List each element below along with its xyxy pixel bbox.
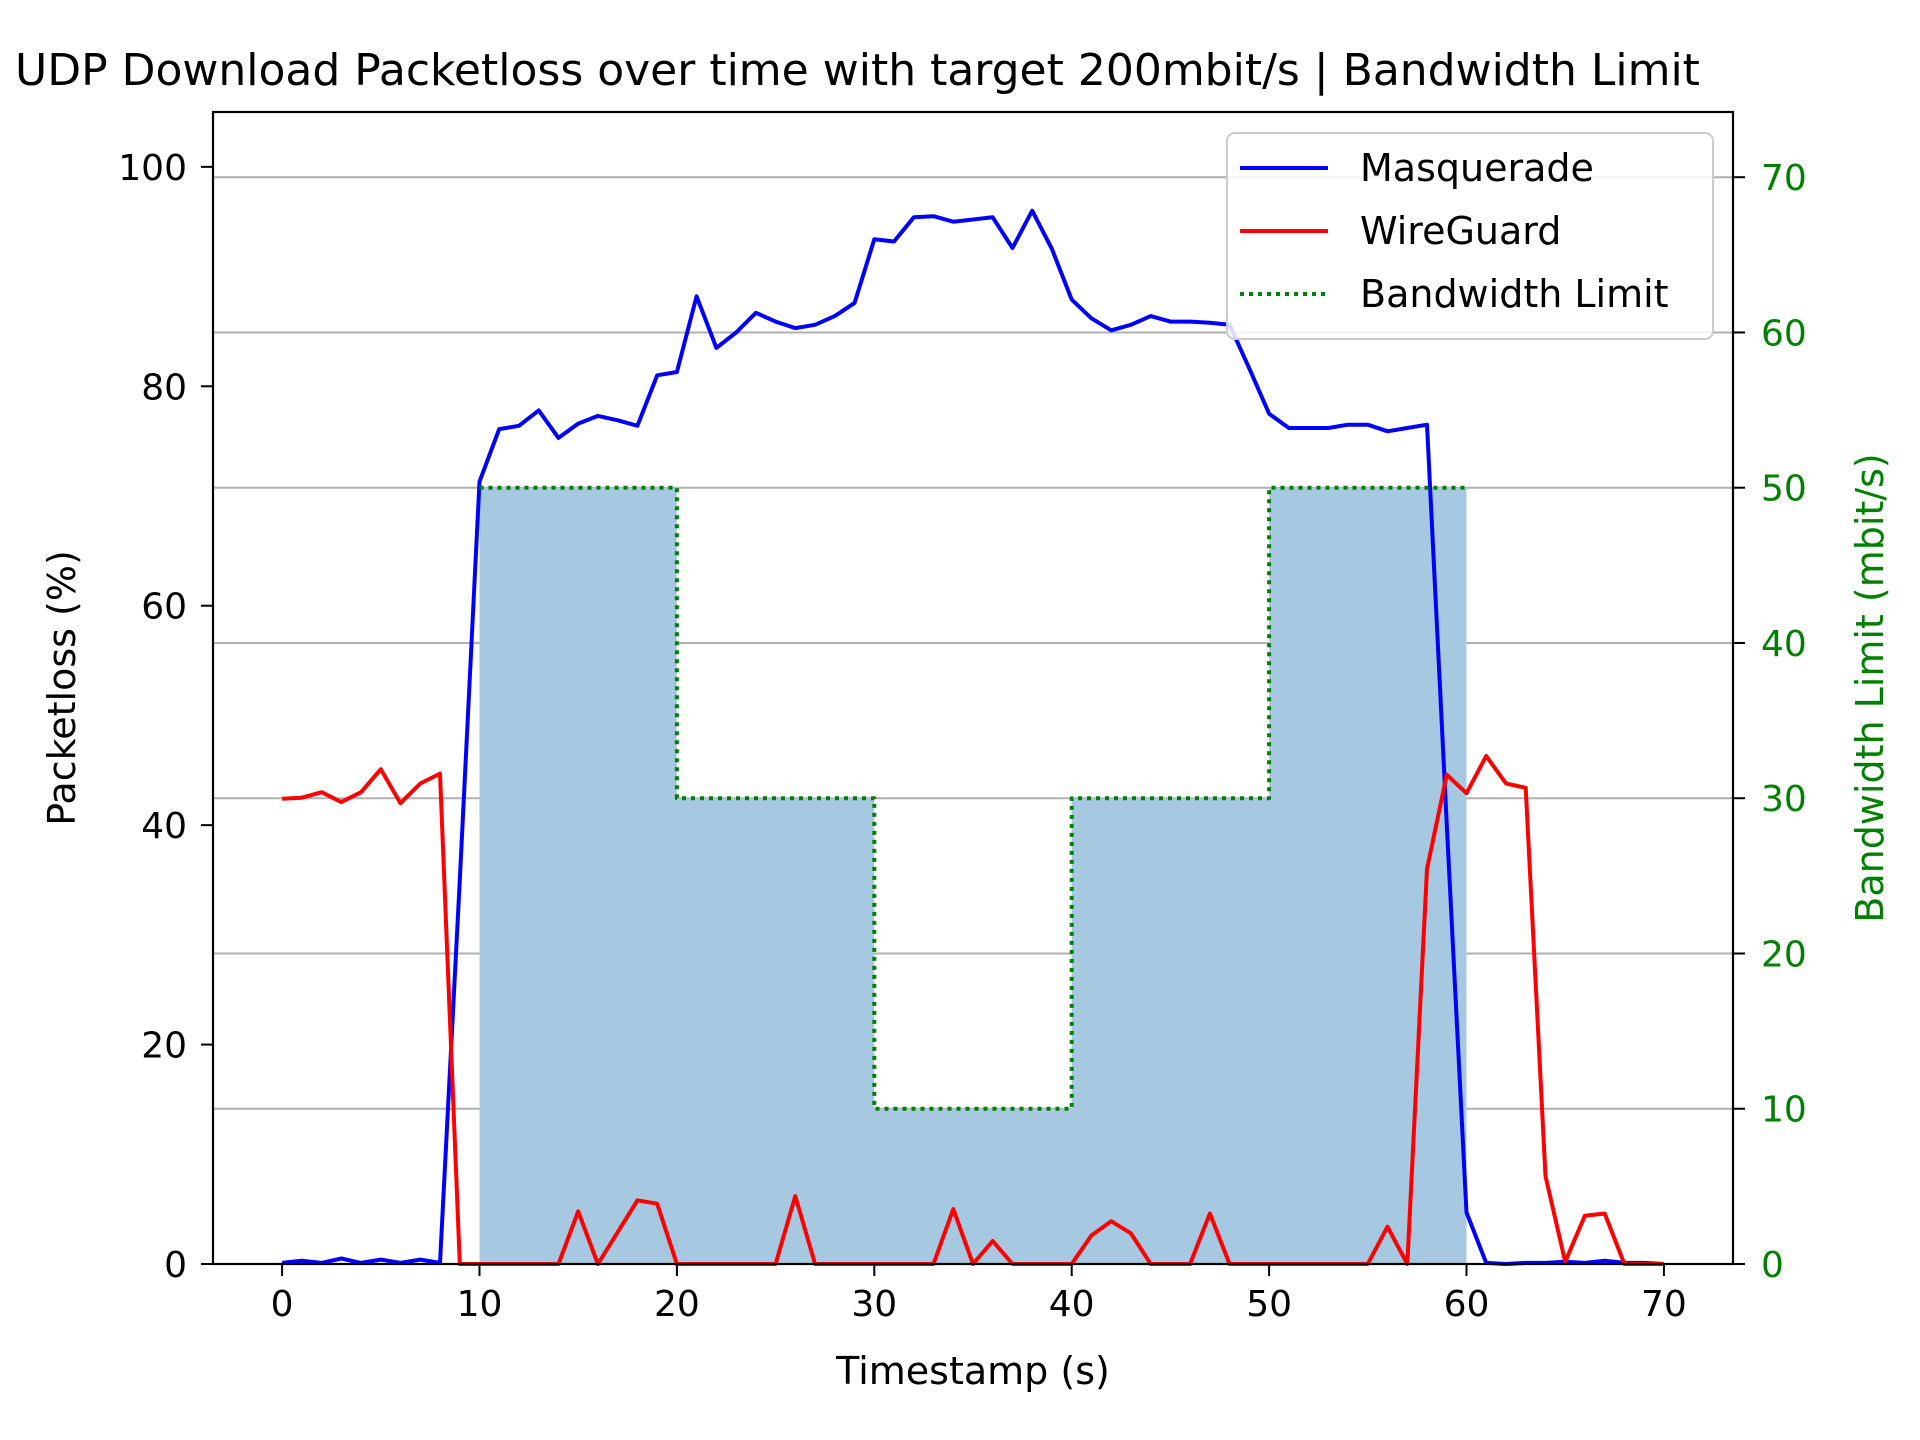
series-line-bandwidth-limit xyxy=(479,485,1467,1111)
y2-tick-label: 0 xyxy=(1761,1245,1784,1286)
y-tick-label: 60 xyxy=(141,587,187,628)
x-tick-label: 10 xyxy=(457,1284,503,1325)
x-axis-label: Timestamp (s) xyxy=(835,1349,1110,1393)
chart-title: UDP Download Packetloss over time with t… xyxy=(15,45,1700,96)
y-tick-label: 80 xyxy=(141,367,187,408)
legend-label-masquerade: Masquerade xyxy=(1360,146,1594,190)
y-axis-right: 0 10 20 30 40 50 60 70 xyxy=(1733,158,1807,1286)
x-tick-label: 60 xyxy=(1444,1284,1490,1325)
y-axis-left: 0 20 40 60 80 100 xyxy=(118,148,213,1286)
x-tick-label: 40 xyxy=(1049,1284,1095,1325)
bandwidth-fill-area xyxy=(479,487,1467,1264)
y2-tick-label: 30 xyxy=(1761,779,1807,820)
legend: Masquerade WireGuard Bandwidth Limit xyxy=(1226,132,1714,340)
plot-frame xyxy=(211,110,1735,1266)
x-tick-label: 0 xyxy=(271,1284,294,1325)
x-tick-label: 70 xyxy=(1641,1284,1687,1325)
y-tick-label: 20 xyxy=(141,1026,187,1067)
legend-box xyxy=(1226,132,1714,340)
y2-tick-label: 60 xyxy=(1761,313,1807,354)
y2-axis-label: Bandwidth Limit (mbit/s) xyxy=(1848,453,1892,923)
x-tick-label: 50 xyxy=(1246,1284,1292,1325)
y2-tick-label: 50 xyxy=(1761,469,1807,510)
y-tick-label: 40 xyxy=(141,806,187,847)
x-tick-label: 20 xyxy=(654,1284,700,1325)
legend-label-wireguard: WireGuard xyxy=(1360,209,1561,253)
y-tick-label: 100 xyxy=(118,148,187,189)
y2-tick-label: 40 xyxy=(1761,624,1807,665)
y2-tick-label: 20 xyxy=(1761,934,1807,975)
bandwidth-fill xyxy=(479,487,1467,1264)
y2-tick-label: 10 xyxy=(1761,1090,1807,1131)
x-axis: 0 10 20 30 40 50 60 70 xyxy=(271,1264,1687,1325)
y-axis-label: Packetloss (%) xyxy=(40,550,84,826)
y2-tick-label: 70 xyxy=(1761,158,1807,199)
legend-label-bandwidth-limit: Bandwidth Limit xyxy=(1360,272,1669,316)
series-line-masquerade xyxy=(281,208,1665,1266)
y-tick-label: 0 xyxy=(164,1245,187,1286)
x-tick-label: 30 xyxy=(851,1284,897,1325)
